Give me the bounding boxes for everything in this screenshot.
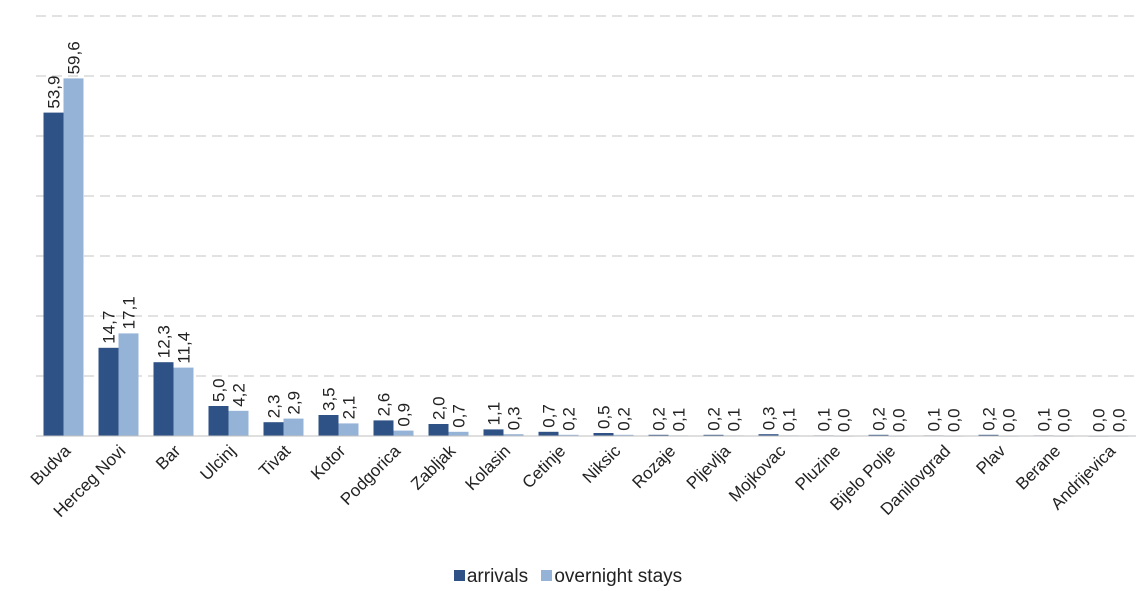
x-tick-label-8: Kolasin <box>461 441 514 494</box>
value-label-arrivals-11: 0,2 <box>650 407 669 431</box>
value-label-arrivals-5: 3,5 <box>320 387 339 411</box>
bar-overnight-stays-1 <box>118 333 139 436</box>
bar-overnight-stays-7 <box>448 431 469 436</box>
bar-arrivals-8 <box>483 429 504 436</box>
legend-swatch-overnight-stays <box>541 570 553 581</box>
value-label-arrivals-8: 1,1 <box>485 402 504 426</box>
bar-arrivals-17 <box>978 434 999 436</box>
bar-arrivals-9 <box>538 431 559 436</box>
value-label-arrivals-6: 2,6 <box>375 393 394 417</box>
bar-overnight-stays-5 <box>338 423 359 436</box>
value-label-overnight-stays-9: 0,2 <box>560 407 579 431</box>
value-label-overnight-stays-12: 0,1 <box>725 408 744 432</box>
x-tick-label-5: Kotor <box>307 441 349 483</box>
x-tick-label-2: Bar <box>152 441 184 473</box>
x-tick-label-7: Zabljak <box>407 441 460 494</box>
value-label-overnight-stays-16: 0,0 <box>945 408 964 432</box>
legend-label-arrivals: arrivals <box>466 566 529 587</box>
bar-arrivals-2 <box>153 362 174 436</box>
value-label-overnight-stays-1: 17,1 <box>120 296 139 329</box>
bar-overnight-stays-10 <box>613 434 634 436</box>
bar-overnight-stays-6 <box>393 430 414 436</box>
x-tick-label-12: Pljevlja <box>683 441 735 493</box>
gridlines <box>36 15 1136 377</box>
value-label-overnight-stays-19: 0,0 <box>1110 408 1129 432</box>
x-tick-label-13: Mojkovac <box>725 441 790 506</box>
value-label-arrivals-12: 0,2 <box>705 407 724 431</box>
value-label-overnight-stays-11: 0,1 <box>670 408 689 432</box>
value-label-overnight-stays-18: 0,0 <box>1055 408 1074 432</box>
x-tick-label-17: Plav <box>973 441 1010 478</box>
value-label-overnight-stays-8: 0,3 <box>505 407 524 431</box>
bar-overnight-stays-3 <box>228 410 249 436</box>
value-label-arrivals-19: 0,0 <box>1090 408 1109 432</box>
legend-item-arrivals: arrivals <box>453 566 529 588</box>
value-label-overnight-stays-0: 59,6 <box>65 41 84 74</box>
x-tick-label-14: Pluzine <box>791 441 844 494</box>
value-label-overnight-stays-14: 0,0 <box>835 408 854 432</box>
bar-arrivals-11 <box>648 434 669 436</box>
value-label-arrivals-17: 0,2 <box>980 407 999 431</box>
value-label-arrivals-15: 0,2 <box>870 407 889 431</box>
value-label-overnight-stays-5: 2,1 <box>340 396 359 420</box>
bar-overnight-stays-4 <box>283 418 304 436</box>
value-label-overnight-stays-15: 0,0 <box>890 408 909 432</box>
x-tick-label-0: Budva <box>27 441 75 489</box>
bar-arrivals-13 <box>758 434 779 436</box>
bar-arrivals-3 <box>208 406 229 436</box>
bar-arrivals-7 <box>428 424 449 436</box>
bar-arrivals-6 <box>373 420 394 436</box>
legend-label-overnight-stays: overnight stays <box>554 566 683 587</box>
value-label-arrivals-3: 5,0 <box>210 378 229 402</box>
value-label-arrivals-16: 0,1 <box>925 408 944 432</box>
value-label-arrivals-2: 12,3 <box>155 325 174 358</box>
value-label-arrivals-1: 14,7 <box>100 311 119 344</box>
legend-swatch-arrivals <box>453 570 465 581</box>
bar-arrivals-10 <box>593 433 614 436</box>
value-label-arrivals-4: 2,3 <box>265 395 284 419</box>
value-label-overnight-stays-13: 0,1 <box>780 408 799 432</box>
value-label-arrivals-7: 2,0 <box>430 396 449 420</box>
value-label-overnight-stays-10: 0,2 <box>615 407 634 431</box>
bar-arrivals-5 <box>318 415 339 436</box>
x-tick-label-6: Podgorica <box>337 441 405 509</box>
legend-item-overnight-stays: overnight stays <box>541 566 682 588</box>
x-tick-label-4: Tivat <box>255 441 294 480</box>
bar-arrivals-15 <box>868 434 889 436</box>
value-label-overnight-stays-7: 0,7 <box>450 404 469 428</box>
value-label-arrivals-10: 0,5 <box>595 405 614 429</box>
bar-arrivals-0 <box>43 112 64 436</box>
bar-arrivals-12 <box>703 434 724 436</box>
bar-arrivals-4 <box>263 422 284 436</box>
bars <box>43 78 1129 437</box>
bar-overnight-stays-8 <box>503 434 524 436</box>
value-labels: 53,959,614,7 17,112,3 11,45,0 4,2 2,3 2,9 3,5 2… <box>45 41 1129 432</box>
legend: arrivals overnight stays <box>0 566 1136 588</box>
bar-arrivals-1 <box>98 347 119 436</box>
x-tick-label-3: Ulcinj <box>197 441 240 484</box>
bar-overnight-stays-9 <box>558 434 579 436</box>
bar-chart: 53,959,614,7 17,112,3 11,45,0 4,2 2,3 2,9 3,5 2… <box>27 15 1136 521</box>
value-label-arrivals-9: 0,7 <box>540 404 559 428</box>
bar-overnight-stays-2 <box>173 367 194 436</box>
value-label-arrivals-18: 0,1 <box>1035 408 1054 432</box>
x-tick-label-11: Rozaje <box>628 441 679 492</box>
value-label-overnight-stays-2: 11,4 <box>175 332 194 364</box>
bar-overnight-stays-0 <box>63 78 84 437</box>
value-label-overnight-stays-3: 4,2 <box>230 383 249 407</box>
x-tick-label-18: Berane <box>1012 441 1064 493</box>
value-label-arrivals-0: 53,9 <box>45 76 64 109</box>
x-tick-label-10: Niksic <box>579 441 625 487</box>
value-label-arrivals-13: 0,3 <box>760 407 779 431</box>
x-tick-label-9: Cetinje <box>518 441 569 492</box>
value-label-overnight-stays-4: 2,9 <box>285 391 304 415</box>
value-label-overnight-stays-17: 0,0 <box>1000 408 1019 432</box>
value-label-overnight-stays-6: 0,9 <box>395 403 414 427</box>
value-label-arrivals-14: 0,1 <box>815 408 834 432</box>
